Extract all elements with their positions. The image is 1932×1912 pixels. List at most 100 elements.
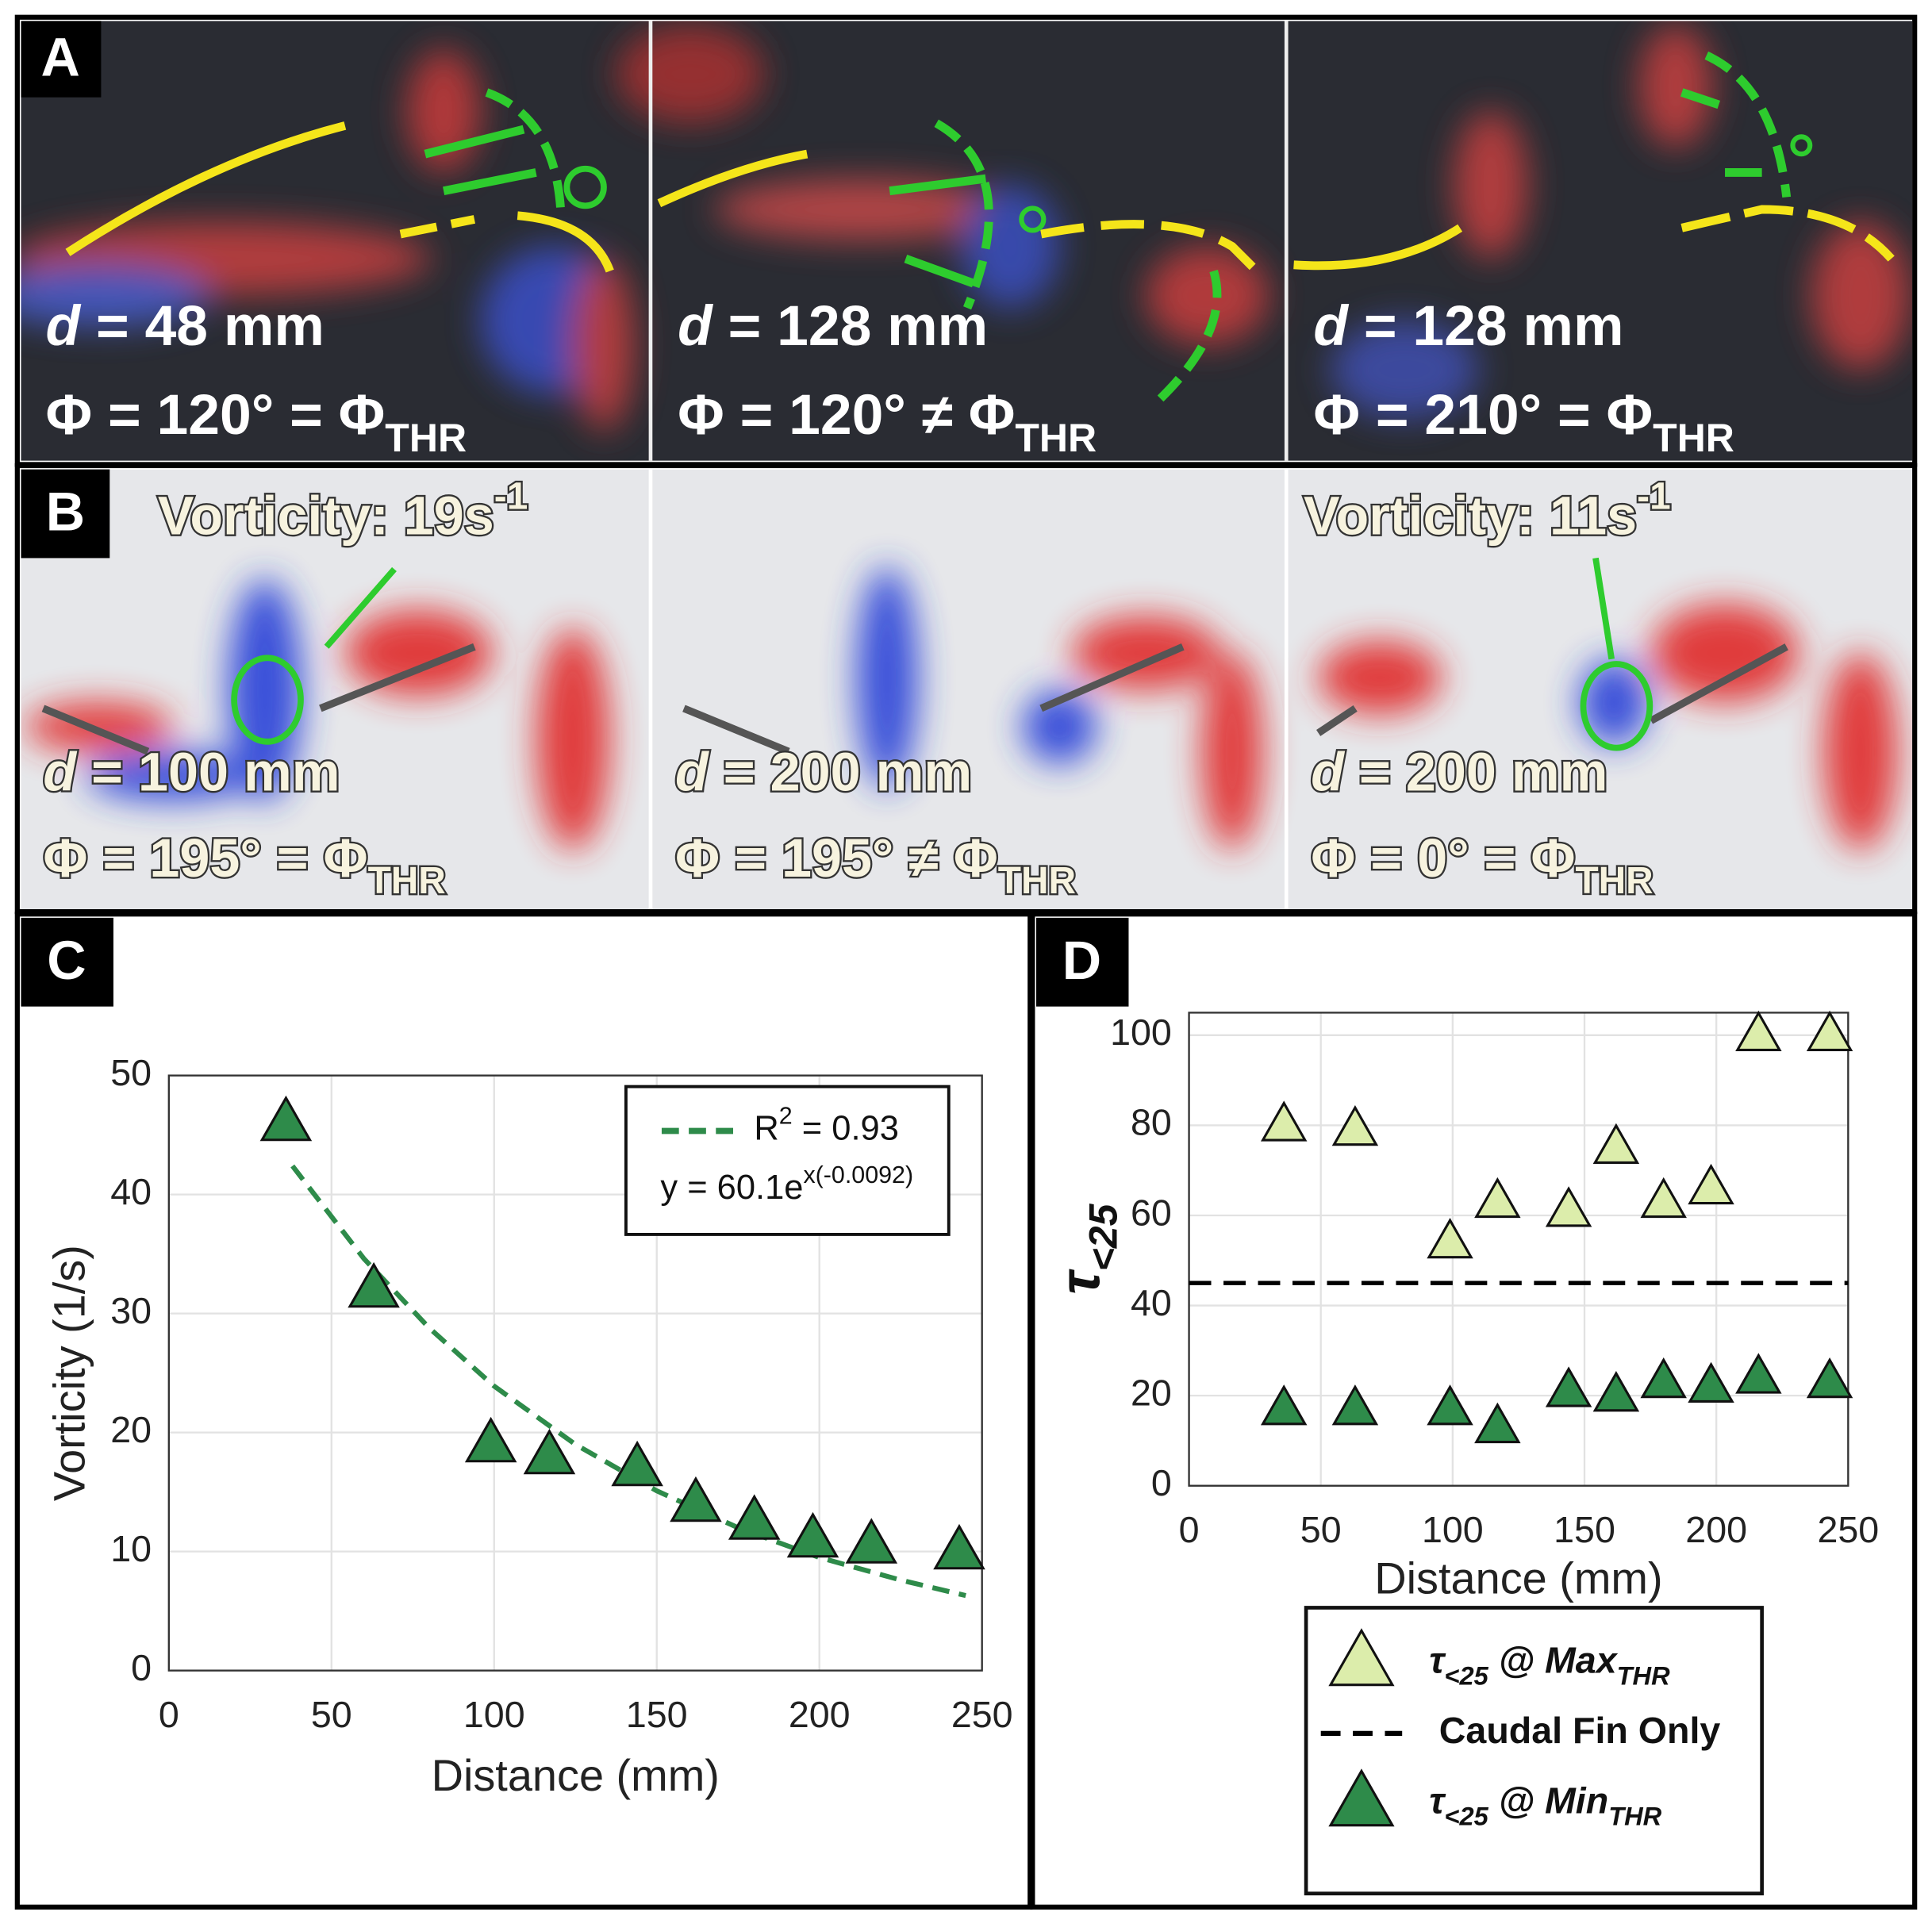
panel-label-box (1036, 917, 1129, 1007)
triangle-marker (845, 1518, 898, 1564)
legend-box (1304, 1606, 1764, 1896)
text-part: -1 (494, 475, 528, 517)
y-tick-label: 80 (1131, 1102, 1172, 1143)
triangle-marker (259, 1095, 313, 1142)
text-part: THR (1617, 1661, 1670, 1690)
text-part: -1 (1637, 475, 1671, 517)
legend-marker (1328, 1628, 1395, 1687)
triangle-marker (1688, 1163, 1734, 1205)
fit-line (290, 1164, 966, 1599)
legend-label: R2 = 0.93 (754, 1103, 898, 1148)
triangle-marker (1474, 1402, 1521, 1444)
triangle-marker (1260, 1100, 1308, 1142)
text-part: THR (385, 416, 467, 460)
triangle-marker (1331, 1104, 1379, 1146)
text-part: R (754, 1110, 778, 1148)
rich-text: d = 128 mm (678, 294, 988, 358)
text-part: τ (1429, 1780, 1446, 1822)
legend-label: τ<25 @ MaxTHR (1429, 1640, 1670, 1691)
triangle-marker (1545, 1366, 1592, 1407)
triangle-marker (611, 1440, 663, 1487)
text-part: Vorticity: 11s (1304, 486, 1637, 546)
y-axis-label: Vorticity (1/s) (44, 1245, 94, 1501)
text-part: = 128 mm (1348, 294, 1623, 358)
triangle-marker (1592, 1123, 1640, 1164)
panel-label: D (1062, 931, 1101, 991)
panel-label-box (21, 469, 110, 559)
triangle-marker (670, 1476, 722, 1522)
x-tick-label: 50 (1300, 1509, 1342, 1550)
legend-label: τ<25 @ MinTHR (1429, 1780, 1661, 1831)
x-tick-label: 50 (311, 1694, 352, 1735)
triangle-marker (933, 1523, 985, 1570)
y-tick-label: 20 (1131, 1372, 1172, 1413)
triangle-marker (1427, 1217, 1473, 1259)
y-tick-label: 20 (110, 1409, 152, 1450)
triangle-marker (1260, 1384, 1308, 1426)
triangle-marker (1474, 1177, 1521, 1219)
text-part: d (1311, 742, 1345, 802)
panel-b-image (21, 469, 1913, 909)
x-tick-label: 250 (1817, 1509, 1879, 1550)
y-tick-label: 0 (1151, 1462, 1172, 1503)
rich-text: d = 128 mm (1313, 294, 1623, 358)
triangle-marker (523, 1428, 576, 1475)
text-part: d (46, 294, 82, 358)
triangle-marker (786, 1511, 839, 1558)
triangle-marker (1735, 1010, 1782, 1052)
triangle-marker (728, 1494, 781, 1540)
text-part: Φ = 210° = Φ (1313, 383, 1653, 447)
text-part: d (675, 742, 709, 802)
x-tick-label: 100 (1422, 1509, 1484, 1550)
plot-frame (167, 1074, 983, 1672)
panel-label-box (21, 21, 102, 98)
text-part: d (43, 742, 77, 802)
x-tick-label: 150 (1554, 1509, 1615, 1550)
panel-label-box (21, 917, 113, 1007)
rich-text: Vorticity: 19s-1 (158, 475, 528, 546)
panel-c-frame (14, 912, 1033, 1910)
y-tick-label: 30 (110, 1290, 152, 1331)
triangle-marker (1806, 1357, 1853, 1399)
triangle-marker (1545, 1186, 1592, 1227)
text-part: = 128 mm (712, 294, 988, 358)
panel-label: A (40, 28, 79, 88)
triangle-marker (1427, 1384, 1473, 1426)
text-part: 2 (779, 1103, 793, 1130)
rich-text: Vorticity: 11s-1 (1304, 475, 1671, 546)
y-tick-label: 100 (1110, 1012, 1172, 1053)
x-tick-label: 200 (1685, 1509, 1747, 1550)
text-part: y = 60.1e (660, 1169, 803, 1207)
rich-text: d = 200 mm (1311, 742, 1607, 802)
text-part: τ (1429, 1640, 1446, 1681)
triangle-marker (1688, 1361, 1734, 1403)
text-part: Φ = 195° = Φ (43, 828, 367, 889)
rich-text: Φ = 210° = ΦTHR (1313, 383, 1734, 460)
text-part: Φ = 195° ≠ Φ (675, 828, 998, 889)
triangle-marker (348, 1261, 400, 1308)
text-part: = 0.93 (793, 1110, 899, 1148)
x-axis-label: Distance (mm) (1374, 1553, 1662, 1603)
x-tick-label: 0 (159, 1694, 179, 1735)
rich-text: Φ = 120° = ΦTHR (46, 383, 467, 460)
text-part: <25 (1444, 1801, 1488, 1830)
triangle-marker (1331, 1384, 1379, 1426)
x-tick-label: 200 (789, 1694, 851, 1735)
y-tick-label: 40 (110, 1171, 152, 1212)
text-part: Φ = 120° = Φ (46, 383, 386, 447)
text-part: = 200 mm (1344, 742, 1607, 802)
y-tick-label: 60 (1131, 1192, 1172, 1233)
text-part: Φ = 120° ≠ Φ (678, 383, 1015, 447)
text-part: d (678, 294, 713, 358)
triangle-marker (1640, 1357, 1687, 1399)
legend-marker (1328, 1768, 1395, 1827)
text-part: THR (1653, 416, 1734, 460)
y-tick-label: 40 (1131, 1282, 1172, 1323)
y-tick-label: 0 (131, 1647, 152, 1688)
panel-label: B (46, 482, 85, 543)
text-part: <25 (1444, 1661, 1488, 1690)
rich-text: Φ = 0° = ΦTHR (1311, 828, 1653, 902)
rich-text: Φ = 195° ≠ ΦTHR (675, 828, 1076, 902)
x-tick-label: 0 (1179, 1509, 1200, 1550)
